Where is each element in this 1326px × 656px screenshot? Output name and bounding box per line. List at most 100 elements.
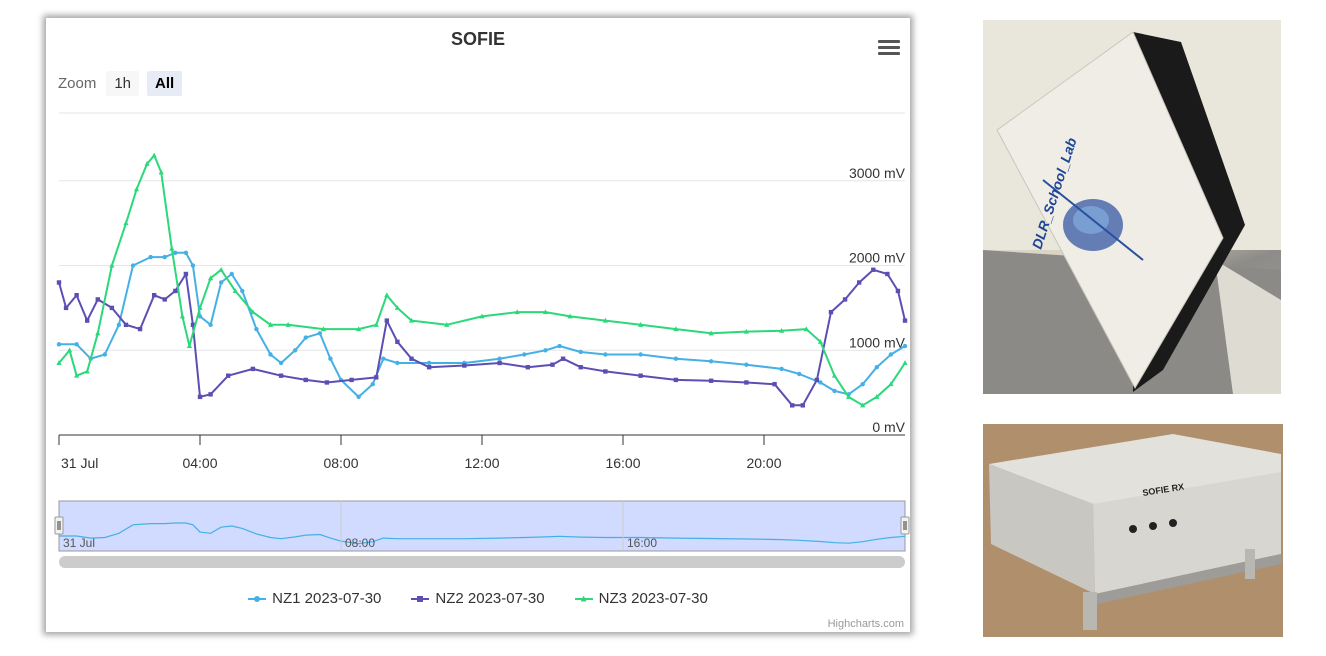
- navigator-handle-right[interactable]: [900, 516, 910, 535]
- data-point: [860, 402, 866, 408]
- data-point: [673, 326, 679, 332]
- data-point: [772, 381, 777, 387]
- data-point: [208, 322, 213, 328]
- data-point: [426, 365, 432, 370]
- data-point: [603, 352, 608, 357]
- data-point: [831, 372, 838, 378]
- zoom-all-button[interactable]: All: [147, 70, 183, 96]
- data-point: [95, 330, 101, 336]
- data-point: [797, 371, 802, 377]
- data-point: [190, 263, 196, 268]
- data-point: [638, 373, 643, 378]
- data-point: [56, 360, 62, 365]
- data-point: [818, 380, 823, 385]
- data-point: [374, 375, 379, 380]
- data-point: [638, 352, 643, 357]
- data-point: [902, 318, 908, 323]
- data-point: [462, 363, 467, 368]
- data-point: [426, 360, 432, 366]
- data-point: [317, 331, 323, 336]
- data-point: [186, 343, 193, 349]
- data-point: [130, 263, 136, 268]
- data-point: [250, 366, 256, 372]
- data-point: [394, 305, 400, 310]
- data-point: [207, 275, 214, 281]
- data-point: [162, 254, 167, 260]
- data-point: [278, 360, 284, 366]
- data-point: [800, 403, 805, 408]
- data-point: [743, 328, 749, 334]
- x-tick-label: 12:00: [464, 455, 499, 471]
- x-tick-label: 31 Jul: [61, 455, 98, 471]
- data-point: [240, 288, 245, 294]
- data-point: [828, 309, 834, 315]
- data-point: [395, 339, 400, 344]
- data-point: [888, 381, 894, 387]
- data-point: [542, 309, 549, 315]
- data-point: [543, 348, 548, 353]
- data-point: [148, 254, 153, 260]
- data-point: [356, 394, 361, 400]
- scrollbar[interactable]: [59, 556, 905, 568]
- data-point: [56, 280, 62, 285]
- navigator-mask: [58, 500, 906, 552]
- data-point: [63, 305, 69, 311]
- data-point: [888, 352, 894, 357]
- legend-item-nz2[interactable]: NZ2 2023-07-30: [411, 590, 545, 607]
- data-point: [190, 322, 196, 328]
- data-point: [708, 330, 714, 336]
- data-point: [197, 305, 203, 310]
- legend-item-nz3[interactable]: NZ3 2023-07-30: [574, 590, 708, 607]
- data-point: [162, 297, 167, 302]
- x-tick-label: 20:00: [746, 455, 781, 471]
- chart-svg: SOFIE 0 mV 1000 mV 2000 mV 3000 mV 31 Jul 04:0…: [54, 29, 910, 568]
- data-point: [151, 292, 157, 298]
- navigator-handle-left[interactable]: [54, 516, 64, 535]
- antenna-illustration: DLR_School_Lab: [983, 20, 1281, 394]
- receiver-illustration: SOFIE RX: [983, 424, 1283, 637]
- data-point: [179, 313, 185, 319]
- data-point: [673, 377, 679, 383]
- data-point: [85, 318, 90, 323]
- data-point: [497, 360, 502, 366]
- navigator-tick-label: 16:00: [627, 536, 657, 550]
- data-point: [902, 343, 908, 349]
- legend-symbol-nz2: [411, 594, 430, 604]
- hamburger-menu-icon[interactable]: [878, 40, 900, 56]
- data-point: [638, 322, 644, 327]
- data-point: [708, 378, 714, 383]
- data-point: [370, 381, 375, 387]
- credits-link[interactable]: Highcharts.com: [827, 618, 904, 630]
- data-point: [602, 317, 608, 323]
- legend-label-nz1: NZ1 2023-07-30: [272, 590, 382, 607]
- data-point: [74, 342, 79, 347]
- data-point: [874, 394, 880, 399]
- data-point: [803, 326, 809, 332]
- legend: NZ1 2023-07-30 NZ2 2023-07-30 NZ3 2023-0…: [46, 590, 910, 607]
- photo-sofie-rx-receiver: SOFIE RX: [983, 424, 1283, 637]
- data-point: [790, 403, 795, 408]
- y-tick-label: 1000 mV: [849, 334, 906, 350]
- data-point: [373, 322, 379, 327]
- data-point: [226, 373, 231, 378]
- data-point: [832, 388, 837, 394]
- chart-panel: SOFIE 0 mV 1000 mV 2000 mV 3000 mV 31 Jul 04:0…: [46, 18, 910, 632]
- data-point: [408, 317, 415, 323]
- chart-title: SOFIE: [451, 29, 505, 49]
- zoom-1h-button[interactable]: 1h: [106, 70, 140, 96]
- data-point: [169, 245, 175, 251]
- data-point: [56, 342, 62, 347]
- data-point: [874, 365, 879, 370]
- data-point: [303, 335, 308, 340]
- data-point: [779, 366, 784, 372]
- data-point: [173, 288, 178, 294]
- x-tick-label: 16:00: [605, 455, 640, 471]
- data-point: [109, 305, 115, 311]
- data-point: [497, 356, 502, 361]
- data-point: [218, 266, 224, 272]
- legend-symbol-nz3: [574, 594, 593, 604]
- data-point: [846, 394, 852, 399]
- data-point: [268, 352, 273, 357]
- legend-item-nz1[interactable]: NZ1 2023-07-30: [248, 590, 381, 607]
- data-point: [197, 394, 203, 400]
